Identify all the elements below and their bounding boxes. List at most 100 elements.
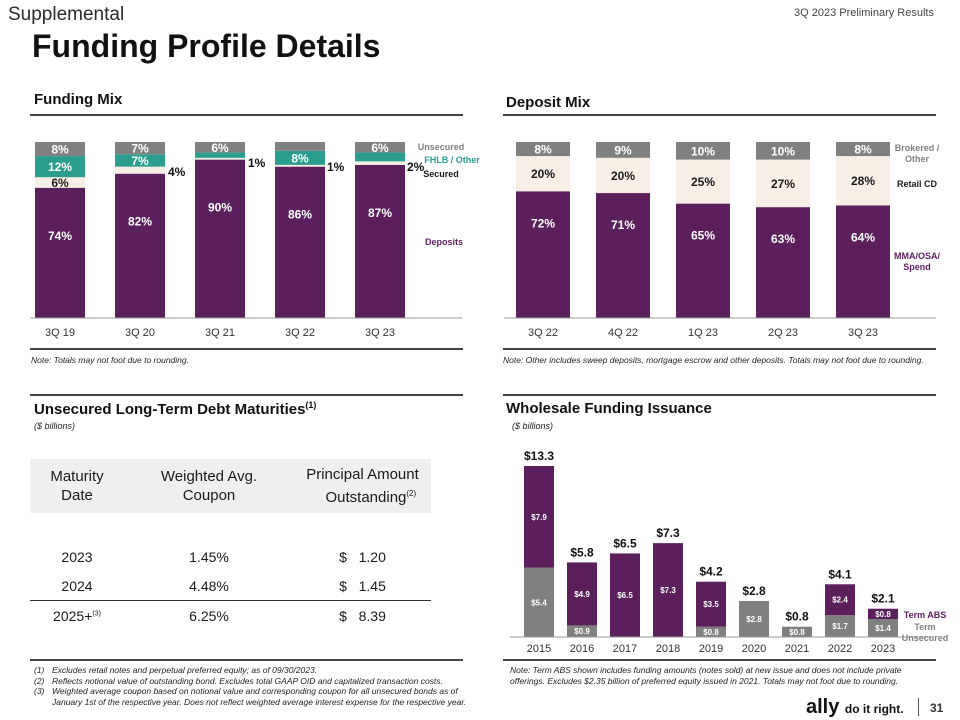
funding-mix-bars: 74% 6% 12% 8% 82% 7%7% 90% 6% 86% 8% 87% 6% (35, 141, 405, 318)
x-tick-label: 2020 (742, 643, 766, 655)
legend-mma-line1: MMA/OSA/ (894, 251, 940, 261)
bar-value-label: 25% (691, 175, 715, 189)
x-tick-label: 2021 (785, 643, 809, 655)
bar-segment-term-unsecured (696, 626, 726, 637)
bar-value-label: 20% (611, 169, 635, 183)
bar-value-label: 71% (611, 218, 635, 232)
maturity-cell: 2024 (61, 577, 93, 594)
bar-value-label: 74% (48, 229, 72, 243)
bar-total-label: $4.1 (828, 567, 852, 581)
x-tick-label: 3Q 20 (125, 327, 155, 339)
funding-mix-top-rule (30, 114, 463, 116)
bar-segment-deposits (195, 159, 245, 318)
bar-value-label: 82% (128, 215, 152, 229)
wholesale-xlabels: 2015 2016 2017 2018 2019 2020 2021 2022 2023 (527, 643, 895, 655)
bar-segment-term-abs (567, 562, 597, 626)
debt-bottom-rule (30, 659, 463, 661)
debt-title: Unsecured Long-Term Debt Maturities(1) (34, 400, 317, 418)
bar-value-label: 87% (368, 206, 392, 220)
bar-value-label: 8% (291, 151, 309, 165)
secured-outside-label: 2% (407, 160, 425, 174)
bar-segment-term-abs (610, 553, 640, 637)
bar-value-label: $6.5 (617, 591, 633, 600)
table-row (30, 513, 431, 542)
bar-segment-fhlb-other (35, 156, 85, 178)
x-tick-label: 3Q 19 (45, 327, 75, 339)
bar-segment-mma-osa-spend (596, 193, 650, 318)
bar-value-label: 8% (51, 143, 69, 157)
bar-segment-mma-osa-spend (676, 203, 730, 318)
deposit-mix-bars: 72% 20% 8% 71% 20% 9% 65% 25% 10% 63% 27% 10% 64% 28%… (516, 142, 890, 318)
footer-divider (918, 698, 919, 716)
bar-value-label: 65% (691, 229, 715, 243)
bar-value-label: 6% (51, 176, 69, 190)
bar-value-label: $1.4 (875, 624, 891, 633)
bar-value-label: $0.9 (574, 627, 590, 636)
bar-segment-fhlb-other (195, 152, 245, 158)
funding-mix-xlabels: 3Q 19 3Q 20 3Q 21 3Q 22 3Q 23 (45, 327, 395, 339)
bar-segment-unsecured (355, 142, 405, 153)
bar-value-label: 63% (771, 232, 795, 246)
bar-segment-unsecured (275, 142, 325, 151)
bar-segment-secured (355, 161, 405, 165)
bar-value-label: 10% (771, 144, 795, 158)
bar-value-label: 90% (208, 201, 232, 215)
table-row: 2024 4.48% $ 1.45 (30, 571, 431, 601)
deposit-mix-title: Deposit Mix (506, 94, 591, 111)
bar-segment-secured (115, 166, 165, 174)
bar-segment-term-abs (696, 581, 726, 627)
maturity-cell: 2025+(3) (30, 600, 124, 630)
bar-segment-mma-osa-spend (836, 205, 890, 318)
x-tick-label: 2018 (656, 643, 680, 655)
bar-segment-secured (35, 177, 85, 188)
x-tick-label: 2Q 23 (768, 327, 798, 339)
debt-header-row: Maturity Date Weighted Avg. Coupon Princip… (30, 459, 431, 513)
bar-segment-fhlb-other (355, 152, 405, 162)
bar-segment-secured (195, 157, 245, 160)
bar-segment-term-unsecured (825, 615, 855, 637)
wholesale-bars: $5.4 $7.9 $13.3 $0.9 $4.9 $5.8 $6.5 $6.5 $7.3 $7.… (524, 449, 898, 637)
maturity-cell: 2023 (61, 548, 93, 565)
bar-segment-term-abs (653, 543, 683, 637)
bar-value-label: $1.7 (832, 622, 848, 631)
bar-value-label: $0.8 (789, 628, 805, 637)
bar-segment-term-unsecured (524, 567, 554, 637)
bar-segment-unsecured (195, 142, 245, 153)
bar-segment-retail-cd (676, 159, 730, 204)
bar-value-label: $4.9 (574, 590, 590, 599)
bar-value-label: $2.8 (746, 615, 762, 624)
bar-total-label: $4.2 (699, 565, 723, 579)
funding-mix-note: Note: Totals may not foot due to roundin… (31, 355, 189, 365)
bar-segment-brokered-other (756, 142, 810, 160)
wholesale-note: Note: Term ABS shown includes funding am… (510, 665, 902, 686)
bar-segment-retail-cd (596, 157, 650, 194)
bar-total-label: $6.5 (613, 536, 637, 550)
x-tick-label: 1Q 23 (688, 327, 718, 339)
legend-term-abs: Term ABS (904, 610, 947, 620)
legend-mma-line2: Spend (903, 262, 931, 272)
bar-segment-brokered-other (676, 142, 730, 160)
coupon-header: Weighted Avg. Coupon (124, 459, 294, 513)
deposit-mix-note: Note: Other includes sweep deposits, mor… (503, 355, 924, 365)
wholesale-top-rule (503, 394, 936, 396)
bar-value-label: 7% (131, 154, 149, 168)
legend-fhlb: FHLB / Other (424, 155, 480, 165)
bar-segment-retail-cd (756, 159, 810, 208)
bar-value-label: 86% (288, 208, 312, 222)
x-tick-label: 2015 (527, 643, 551, 655)
bar-value-label: 8% (534, 143, 552, 157)
principal-cell: $ 8.39 (294, 600, 431, 630)
funding-mix-chart: 74%6%12%8%82%7%7%90%6%86%8%87%6% 3Q 19 3Q… (30, 141, 480, 339)
page-number: 31 (930, 701, 944, 715)
principal-header: Principal Amount Outstanding(2) (294, 459, 431, 513)
period-label: 3Q 2023 Preliminary Results (793, 7, 934, 19)
x-tick-label: 2017 (613, 643, 637, 655)
section-label: Supplemental (8, 4, 125, 25)
wholesale-chart: $5.4 $7.9 $13.3 $0.9 $4.9 $5.8 $6.5 $6.5 $7.3 $7.… (510, 449, 948, 655)
footnote: (2) Reflects notional value of outstandin… (34, 675, 443, 686)
x-tick-label: 3Q 21 (205, 327, 235, 339)
bar-segment-term-unsecured (868, 619, 898, 637)
secured-outside-label: 1% (248, 156, 266, 170)
x-tick-label: 3Q 23 (365, 327, 395, 339)
debt-unit: ($ billions) (34, 421, 76, 431)
